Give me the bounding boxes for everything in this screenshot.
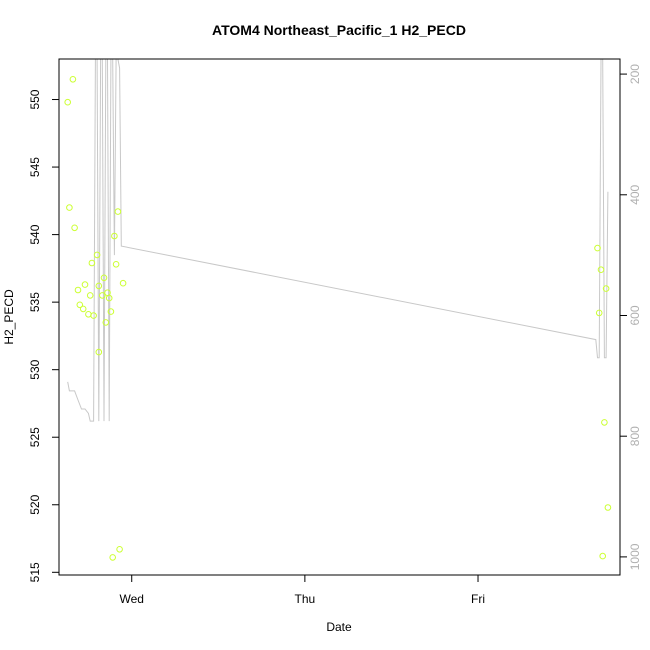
data-point [69, 76, 77, 83]
data-point [95, 282, 103, 290]
data-point [604, 504, 612, 511]
x-tick-label: Wed [119, 592, 143, 606]
plot-frame [58, 58, 621, 576]
x-axis-label: Date [326, 620, 352, 634]
data-point [88, 259, 96, 267]
data-point [102, 319, 110, 326]
x-tick-label: Thu [295, 592, 316, 606]
y-tick-label: 520 [28, 494, 42, 514]
y2-tick-label: 800 [628, 426, 642, 446]
y-axis-label: H2_PECD [2, 289, 16, 345]
data-point [71, 224, 78, 232]
y-axis-right: 200 400 600 800 1000 [620, 64, 642, 570]
data-point [595, 309, 603, 317]
y-tick-label: 525 [28, 427, 42, 447]
y-tick-label: 535 [28, 292, 42, 312]
data-point [116, 546, 123, 553]
data-point [100, 274, 108, 282]
data-point [74, 286, 82, 294]
x-tick-label: Fri [471, 592, 485, 606]
secondary-line-series [67, 59, 609, 422]
data-point [119, 279, 127, 287]
data-point [112, 261, 120, 268]
data-point [99, 292, 106, 299]
x-axis: Wed Thu Fri [119, 575, 485, 606]
data-point [599, 552, 607, 560]
y-axis-left: 515 520 525 530 535 540 545 550 [28, 89, 59, 582]
y-tick-label: 545 [28, 157, 42, 177]
data-point [109, 554, 116, 561]
data-point [597, 266, 605, 274]
y2-tick-label: 400 [628, 184, 642, 204]
y-tick-label: 540 [28, 224, 42, 244]
y2-tick-label: 1000 [628, 543, 642, 570]
y-tick-label: 550 [28, 89, 42, 109]
data-point [64, 98, 71, 106]
data-point [76, 301, 84, 309]
y-tick-label: 515 [28, 562, 42, 582]
data-point [66, 204, 73, 211]
y2-tick-label: 200 [628, 64, 642, 84]
secondary-line [67, 59, 609, 422]
data-point [114, 208, 122, 215]
data-point [601, 419, 608, 426]
data-point [85, 311, 92, 318]
chart-title: ATOM4 Northeast_Pacific_1 H2_PECD [212, 22, 466, 38]
data-point [81, 281, 89, 288]
y2-tick-label: 600 [628, 305, 642, 325]
data-point [95, 348, 103, 356]
data-point [602, 285, 610, 292]
data-point [93, 251, 101, 259]
data-point [105, 294, 113, 302]
data-point [86, 292, 94, 299]
data-point [107, 308, 115, 315]
scatter-series [64, 76, 612, 561]
data-point [594, 244, 601, 252]
data-point [111, 232, 118, 240]
data-point [79, 305, 87, 313]
y-tick-label: 530 [28, 359, 42, 379]
data-point [90, 312, 97, 319]
